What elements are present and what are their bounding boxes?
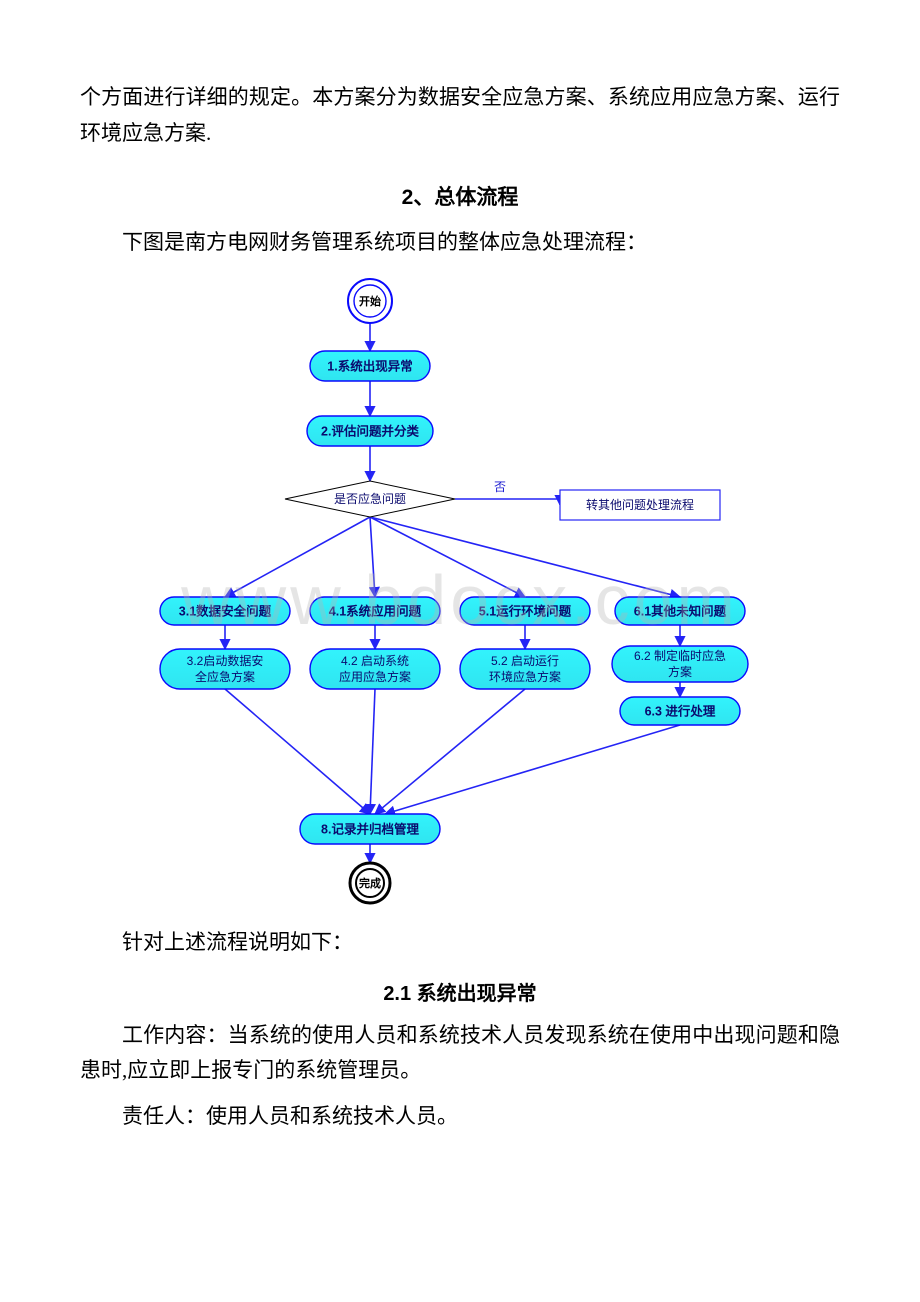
document-page: www.bdocx.com 个方面进行详细的规定。本方案分为数据安全应急方案、系…	[0, 0, 920, 1302]
svg-text:全应急方案: 全应急方案	[195, 669, 255, 684]
svg-text:3.1数据安全问题: 3.1数据安全问题	[179, 603, 272, 618]
flow-node-n1: 1.系统出现异常	[310, 351, 430, 381]
flow-node-n63: 6.3 进行处理	[620, 697, 740, 725]
flow-edge	[225, 517, 370, 597]
flow-node-other: 转其他问题处理流程	[560, 490, 720, 520]
svg-text:6.1其他未知问题: 6.1其他未知问题	[634, 603, 727, 618]
svg-text:环境应急方案: 环境应急方案	[489, 669, 561, 684]
flow-node-n42: 4.2 启动系统应用应急方案	[310, 649, 440, 689]
svg-text:1.系统出现异常: 1.系统出现异常	[327, 358, 412, 373]
flow-node-n2: 2.评估问题并分类	[307, 416, 433, 446]
flow-node-end: 完成	[350, 863, 390, 903]
flow-node-n32: 3.2启动数据安全应急方案	[160, 649, 290, 689]
paragraph-intro: 下图是南方电网财务管理系统项目的整体应急处理流程：	[80, 225, 840, 261]
paragraph-21b: 责任人：使用人员和系统技术人员。	[80, 1099, 840, 1135]
svg-text:转其他问题处理流程: 转其他问题处理流程	[586, 497, 694, 512]
flow-edge	[225, 689, 370, 814]
svg-text:4.1系统应用问题: 4.1系统应用问题	[329, 603, 422, 618]
heading-2: 2、总体流程	[80, 181, 840, 211]
flow-node-n31: 3.1数据安全问题	[160, 597, 290, 625]
flow-node-n62: 6.2 制定临时应急方案	[612, 646, 748, 682]
flow-node-n61: 6.1其他未知问题	[615, 597, 745, 625]
flow-node-dec: 是否应急问题	[285, 481, 455, 517]
flow-edge	[370, 517, 680, 597]
flow-edge	[370, 517, 375, 597]
svg-text:6.3 进行处理: 6.3 进行处理	[645, 703, 716, 718]
flowchart-container: 否 开始 1.系统出现异常 2.评估问题并分类是否应急问题 转其他问题处理流程 3.1数据…	[80, 271, 840, 911]
flow-edge	[370, 689, 375, 814]
svg-text:4.2 启动系统: 4.2 启动系统	[341, 654, 409, 668]
svg-text:5.2 启动运行: 5.2 启动运行	[491, 654, 559, 668]
heading-2-1: 2.1 系统出现异常	[80, 977, 840, 1006]
flow-node-n51: 5.1运行环境问题	[460, 597, 590, 625]
flow-edge	[375, 689, 525, 814]
svg-text:5.1运行环境问题: 5.1运行环境问题	[479, 603, 572, 618]
svg-text:应用应急方案: 应用应急方案	[339, 669, 411, 684]
svg-text:方案: 方案	[668, 664, 692, 679]
svg-text:6.2 制定临时应急: 6.2 制定临时应急	[634, 648, 726, 663]
flow-edge	[370, 517, 525, 597]
flowchart-svg: 否 开始 1.系统出现异常 2.评估问题并分类是否应急问题 转其他问题处理流程 3.1数据…	[140, 271, 780, 911]
flow-node-n52: 5.2 启动运行环境应急方案	[460, 649, 590, 689]
svg-text:完成: 完成	[359, 876, 381, 890]
svg-text:8.记录并归档管理: 8.记录并归档管理	[321, 821, 419, 836]
flow-node-start: 开始	[348, 279, 392, 323]
svg-text:开始: 开始	[359, 294, 381, 308]
edge-label: 否	[494, 480, 506, 494]
flow-node-n8: 8.记录并归档管理	[300, 814, 440, 844]
paragraph-after-flow: 针对上述流程说明如下：	[80, 925, 840, 961]
svg-text:是否应急问题: 是否应急问题	[334, 491, 406, 506]
svg-text:3.2启动数据安: 3.2启动数据安	[187, 653, 264, 668]
paragraph-21a: 工作内容：当系统的使用人员和系统技术人员发现系统在使用中出现问题和隐患时,应立即…	[80, 1018, 840, 1089]
paragraph-top: 个方面进行详细的规定。本方案分为数据安全应急方案、系统应用应急方案、运行环境应急…	[80, 80, 840, 151]
svg-text:2.评估问题并分类: 2.评估问题并分类	[321, 423, 419, 438]
flow-node-n41: 4.1系统应用问题	[310, 597, 440, 625]
flow-edge	[455, 499, 560, 505]
